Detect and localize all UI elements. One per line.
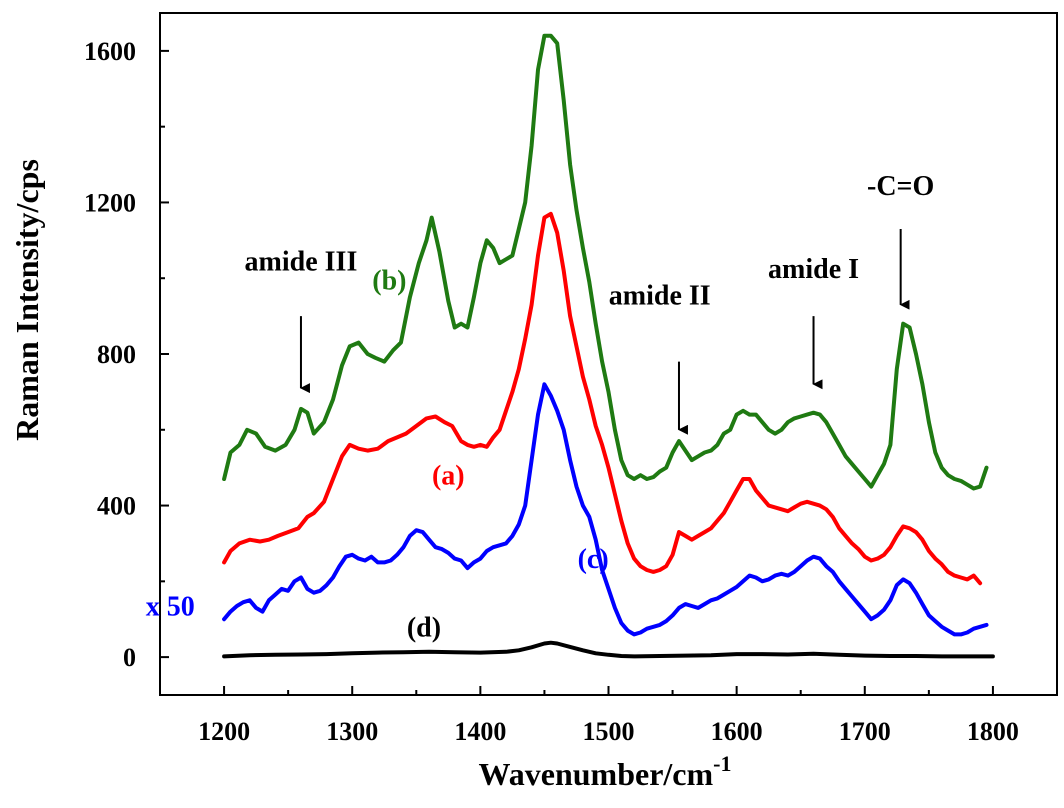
y-tick-label: 0 (123, 643, 136, 672)
x-tick-label: 1300 (326, 717, 378, 746)
x-tick-label: 1700 (839, 717, 891, 746)
annotation-b: (b) (372, 266, 406, 297)
x-axis-title: Wavenumber/cm-1 (479, 751, 732, 792)
y-tick-label: 400 (97, 492, 136, 521)
annotation-amide-iii: amide III (245, 247, 358, 278)
series-line-d (222, 640, 995, 659)
annotation-amide-ii: amide II (609, 281, 711, 312)
x-axis-title-text: Wavenumber/cm (479, 756, 714, 792)
annotation-c-o: -C=O (867, 171, 934, 202)
x-tick-label: 1600 (711, 717, 763, 746)
x-tick-label: 1500 (583, 717, 635, 746)
annotation-layer: amide III amide II amide I -C=O (b) (a) (c) x 5… (146, 171, 935, 643)
x-tick-label: 1400 (454, 717, 506, 746)
annotation-a: (a) (432, 461, 465, 492)
annotation-d: (d) (407, 612, 441, 643)
y-tick-label: 1600 (84, 37, 136, 66)
x-tick-label: 1800 (967, 717, 1019, 746)
series-line-c (222, 382, 989, 637)
y-axis-ticks: 0 400 800 1200 1600 (84, 37, 169, 672)
x-axis-title-superscript: -1 (713, 751, 731, 776)
annotation-c: (c) (578, 544, 609, 575)
y-tick-label: 1200 (84, 188, 136, 217)
x-axis-ticks: 1200 1300 1400 1500 1600 1700 1800 (159, 686, 1058, 746)
y-tick-label: 800 (97, 340, 136, 369)
series-line-a (222, 211, 983, 586)
annotation-amide-i: amide I (768, 254, 859, 285)
y-axis-title: Raman Intensity/cps (9, 159, 45, 441)
series-line-b (222, 33, 989, 491)
annotation-x-50: x 50 (146, 591, 195, 622)
x-tick-label: 1200 (198, 717, 250, 746)
series-layer (222, 33, 995, 659)
